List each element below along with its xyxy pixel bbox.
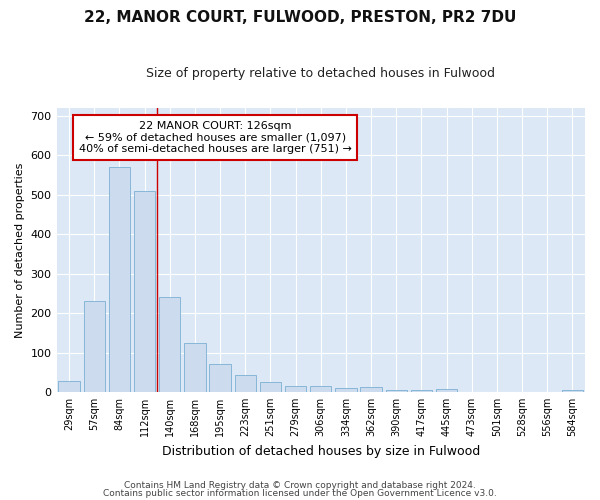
Bar [260,382,281,392]
X-axis label: Distribution of detached houses by size in Fulwood: Distribution of detached houses by size … [161,444,480,458]
Bar [562,390,583,392]
Bar [58,382,80,392]
Bar [184,342,206,392]
Bar [411,390,432,392]
Bar [310,386,331,392]
Text: 22, MANOR COURT, FULWOOD, PRESTON, PR2 7DU: 22, MANOR COURT, FULWOOD, PRESTON, PR2 7… [84,10,516,25]
Bar [209,364,231,392]
Bar [159,296,181,392]
Bar [134,191,155,392]
Text: Contains HM Land Registry data © Crown copyright and database right 2024.: Contains HM Land Registry data © Crown c… [124,481,476,490]
Title: Size of property relative to detached houses in Fulwood: Size of property relative to detached ho… [146,68,495,80]
Text: Contains public sector information licensed under the Open Government Licence v3: Contains public sector information licen… [103,488,497,498]
Bar [361,387,382,392]
Bar [235,376,256,392]
Bar [335,388,356,392]
Bar [109,167,130,392]
Bar [436,389,457,392]
Bar [386,390,407,392]
Bar [285,386,307,392]
Text: 22 MANOR COURT: 126sqm
← 59% of detached houses are smaller (1,097)
40% of semi-: 22 MANOR COURT: 126sqm ← 59% of detached… [79,121,352,154]
Y-axis label: Number of detached properties: Number of detached properties [15,162,25,338]
Bar [83,301,105,392]
